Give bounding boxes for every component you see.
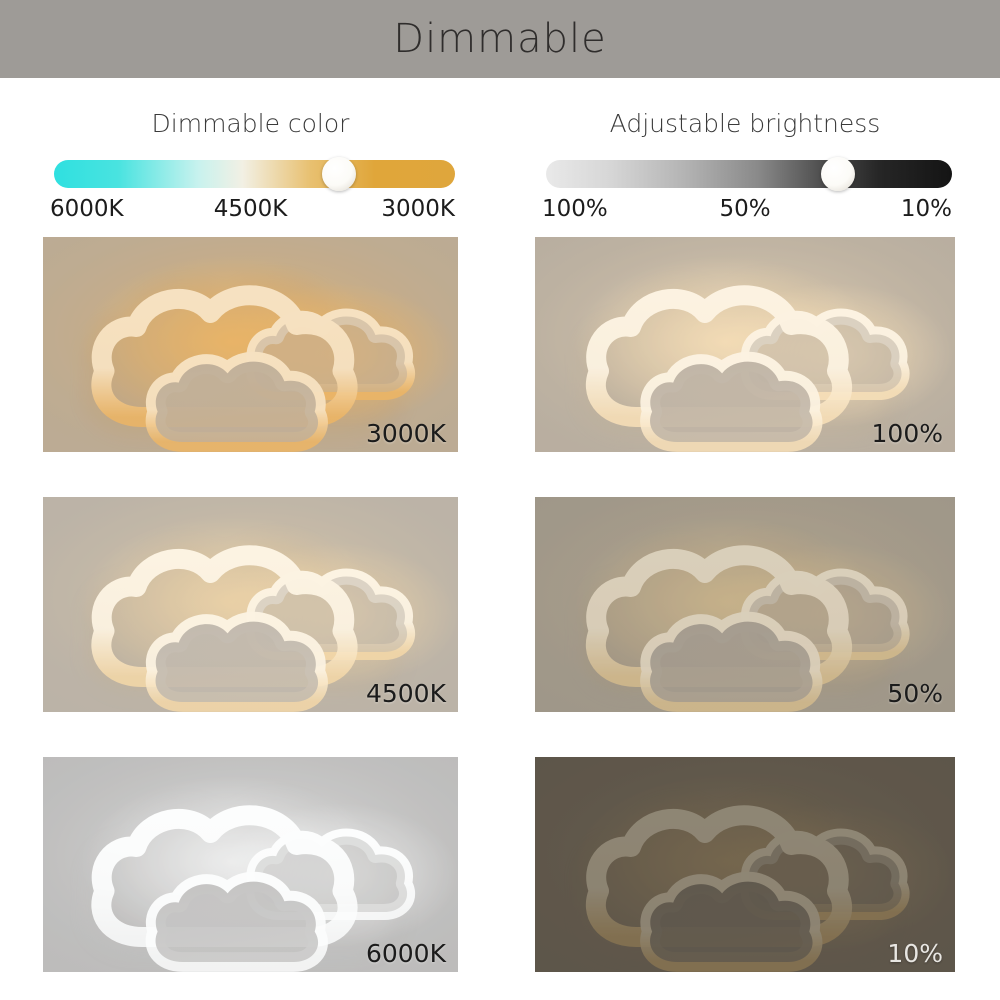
slider-labels: 6000K 4500K 3000K xyxy=(43,196,458,226)
photo-cell: 100% xyxy=(535,237,955,452)
cell-caption: 50% xyxy=(887,679,943,708)
cell-caption: 3000K xyxy=(365,419,446,448)
cell-caption: 10% xyxy=(887,939,943,968)
page-title: Dimmable xyxy=(393,16,607,62)
cloud-lamp-illustration xyxy=(535,497,955,712)
slider-label-max: 10% xyxy=(900,196,952,222)
slider-knob[interactable] xyxy=(321,157,356,191)
column-title: Dimmable color xyxy=(151,109,350,138)
brightness-slider[interactable] xyxy=(535,157,955,191)
column-adjustable-brightness: Adjustable brightness 100% 50% 10% xyxy=(535,78,955,1000)
slider-label-mid: 50% xyxy=(719,196,771,222)
lamp-photo xyxy=(43,237,458,452)
cell-caption: 4500K xyxy=(365,679,446,708)
lamp-photo xyxy=(535,757,955,972)
photo-cell: 10% xyxy=(535,757,955,972)
column-title: Adjustable brightness xyxy=(609,109,881,138)
lamp-photo xyxy=(535,497,955,712)
cell-caption: 6000K xyxy=(365,939,446,968)
cloud-lamp-illustration xyxy=(43,497,458,712)
photo-cell: 50% xyxy=(535,497,955,712)
slider-label-min: 100% xyxy=(542,196,608,222)
cloud-lamp-illustration xyxy=(43,237,458,452)
cloud-lamp-illustration xyxy=(43,757,458,972)
cell-caption: 100% xyxy=(871,419,943,448)
lamp-photo xyxy=(43,757,458,972)
slider-track[interactable] xyxy=(546,160,952,188)
color-temperature-slider[interactable] xyxy=(43,157,458,191)
photo-cell: 4500K xyxy=(43,497,458,712)
column-dimmable-color: Dimmable color 6000K 4500K 3000K xyxy=(43,78,458,1000)
slider-label-mid: 4500K xyxy=(213,196,288,222)
slider-label-max: 3000K xyxy=(381,196,455,222)
slider-labels: 100% 50% 10% xyxy=(535,196,955,226)
photo-cell-list: 3000K xyxy=(43,237,458,972)
photo-cell: 3000K xyxy=(43,237,458,452)
slider-label-min: 6000K xyxy=(50,196,124,222)
cloud-lamp-illustration xyxy=(535,237,955,452)
photo-cell-list: 100% xyxy=(535,237,955,972)
header-band: Dimmable xyxy=(0,0,1000,78)
lamp-photo xyxy=(43,497,458,712)
slider-knob[interactable] xyxy=(821,157,856,191)
lamp-photo xyxy=(535,237,955,452)
cloud-lamp-illustration xyxy=(535,757,955,972)
slider-track[interactable] xyxy=(54,160,455,188)
photo-cell: 6000K xyxy=(43,757,458,972)
